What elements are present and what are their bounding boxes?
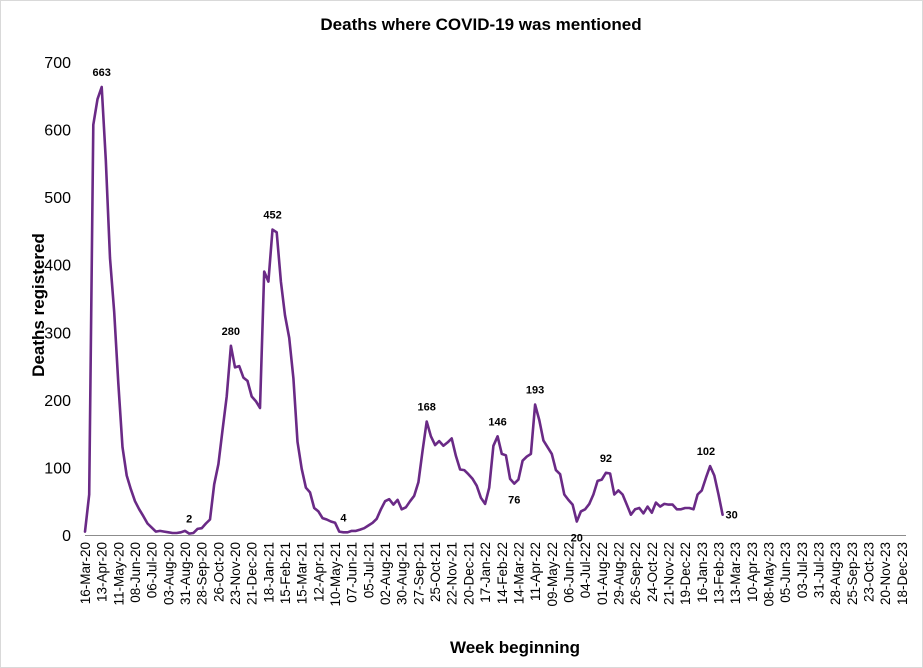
series-line (83, 85, 724, 535)
y-tick-label: 200 (44, 393, 71, 410)
y-tick-label: 400 (44, 258, 71, 275)
x-tick-label: 20-Dec-21 (461, 542, 476, 605)
y-tick-label: 300 (44, 325, 71, 342)
x-tick-label: 11-Apr-22 (528, 542, 543, 601)
x-tick-label: 15-Mar-21 (295, 542, 310, 604)
x-tick-label: 13-Feb-23 (711, 542, 726, 604)
x-tick-label: 10-Apr-23 (745, 542, 760, 602)
data-label: 76 (508, 495, 520, 507)
x-axis: 16-Mar-20 13-Apr-20 11-May-20 08-Jun-20 06-J… (78, 535, 910, 607)
x-tick-label: 16-Mar-20 (78, 542, 93, 604)
x-tick-label: 25-Sep-23 (845, 542, 860, 605)
x-tick-label: 08-Jun-20 (128, 542, 143, 603)
data-label: 4 (340, 512, 347, 524)
x-tick-label: 23-Nov-20 (228, 542, 243, 605)
x-tick-label: 17-Jan-22 (478, 542, 493, 603)
x-tick-label: 19-Dec-22 (678, 542, 693, 605)
x-tick-label: 13-Mar-23 (728, 542, 743, 604)
x-tick-label: 20-Nov-23 (878, 542, 893, 605)
x-tick-label: 22-Nov-21 (445, 542, 460, 605)
x-tick-label: 09-May-22 (545, 542, 560, 607)
x-tick-label: 25-Oct-21 (428, 542, 443, 602)
x-tick-label: 08-May-23 (761, 542, 776, 607)
x-tick-label: 28-Aug-23 (828, 542, 843, 605)
x-tick-label: 05-Jul-21 (361, 542, 376, 598)
x-tick-label: 12-Apr-21 (311, 542, 326, 602)
data-label: 452 (263, 210, 281, 222)
data-label: 146 (488, 416, 506, 428)
data-label: 193 (526, 385, 544, 397)
y-tick-label: 600 (44, 123, 71, 140)
x-tick-label: 31-Jul-23 (811, 542, 826, 598)
x-tick-label: 26-Sep-22 (628, 542, 643, 605)
x-tick-label: 23-Oct-23 (861, 542, 876, 602)
x-tick-label: 06-Jul-20 (145, 542, 160, 598)
x-tick-label: 18-Jan-21 (261, 542, 276, 603)
x-tick-label: 18-Dec-23 (895, 542, 910, 605)
x-tick-label: 28-Sep-20 (195, 542, 210, 605)
x-tick-label: 03-Aug-20 (161, 542, 176, 605)
x-tick-label: 05-Jun-23 (778, 542, 793, 603)
x-tick-label: 14-Mar-22 (511, 542, 526, 604)
y-tick-label: 0 (62, 528, 71, 545)
x-tick-label: 31-Aug-20 (178, 542, 193, 605)
x-tick-label: 02-Aug-21 (378, 542, 393, 605)
x-tick-label: 15-Feb-21 (278, 542, 293, 604)
x-tick-label: 30-Aug-21 (395, 542, 410, 605)
data-label: 168 (418, 401, 436, 413)
x-tick-label: 27-Sep-21 (411, 542, 426, 605)
data-label: 2 (186, 514, 192, 526)
data-label: 92 (600, 453, 612, 465)
y-tick-label: 500 (44, 190, 71, 207)
data-label: 20 (571, 532, 583, 544)
x-tick-label: 07-Jun-21 (345, 542, 360, 603)
x-tick-label: 21-Nov-22 (661, 542, 676, 605)
x-tick-label: 29-Aug-22 (611, 542, 626, 605)
y-axis-ticks: 0 100 200 300 400 500 600 700 (44, 55, 71, 545)
x-tick-label: 16-Jan-23 (695, 542, 710, 603)
series-group (83, 85, 724, 535)
chart-title: Deaths where COVID-19 was mentioned (320, 15, 641, 34)
y-axis-label: Deaths registered (29, 233, 48, 377)
data-label: 102 (697, 446, 715, 458)
data-labels: 663 2 280 452 4 168 146 76 193 20 92 102 30 (92, 67, 737, 544)
x-tick-label: 03-Jul-23 (795, 542, 810, 598)
x-axis-label: Week beginning (450, 638, 580, 657)
y-tick-label: 100 (44, 460, 71, 477)
x-tick-label: 01-Aug-22 (595, 542, 610, 605)
y-tick-label: 700 (44, 55, 71, 72)
x-tick-label: 14-Feb-22 (495, 542, 510, 604)
x-tick-label: 26-Oct-20 (211, 542, 226, 602)
x-tick-label: 10-May-21 (328, 542, 343, 607)
x-tick-label: 04-Jul-22 (578, 542, 593, 598)
x-tick-label: 21-Dec-20 (245, 542, 260, 605)
x-tick-label: 06-Jun-22 (561, 542, 576, 603)
x-tick-label: 13-Apr-20 (95, 542, 110, 602)
x-tick-label: 24-Oct-22 (645, 542, 660, 602)
data-label: 30 (725, 510, 737, 522)
x-tick-label: 11-May-20 (111, 542, 126, 606)
data-label: 663 (92, 67, 110, 79)
data-label: 280 (222, 326, 240, 338)
